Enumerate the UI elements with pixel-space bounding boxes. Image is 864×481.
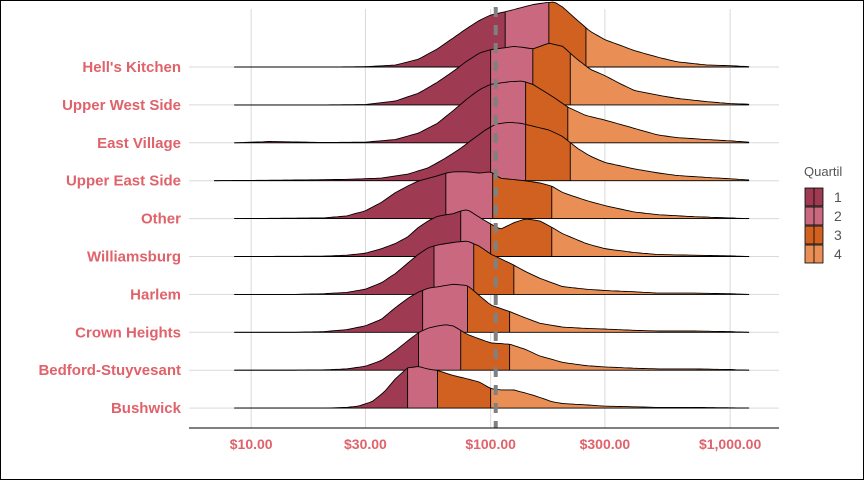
category-label: Upper West Side: [62, 97, 181, 114]
x-tick-label: $10.00: [230, 436, 273, 452]
quartile-4-area: [567, 107, 750, 143]
quartile-1-area: [234, 11, 506, 68]
density-outline: [234, 240, 750, 295]
category-label: Upper East Side: [66, 173, 181, 190]
quartile-2-area: [445, 171, 493, 219]
density-outline: [234, 171, 750, 220]
ridge-bedford-stuyvesant: [234, 324, 750, 371]
quartile-3-area: [525, 124, 571, 181]
quartile-4-area: [585, 27, 750, 67]
quartile-3-area: [467, 285, 510, 333]
quartile-4-area: [513, 265, 750, 295]
quartile-1-area: [234, 246, 434, 295]
quartile-4-area: [490, 388, 750, 409]
quartile-3-area: [532, 43, 571, 105]
quartile-2-area: [434, 241, 474, 295]
category-label: Harlem: [130, 286, 181, 303]
category-label: Bushwick: [111, 400, 182, 417]
category-label: East Village: [97, 135, 181, 152]
quartile-2-area: [418, 324, 461, 371]
category-label: Hell's Kitchen: [82, 59, 181, 76]
quartile-4-area: [551, 186, 750, 219]
y-axis-labels: Hell's Kitchen Upper West Side East Villag…: [38, 59, 181, 417]
ridges: [214, 1, 750, 409]
category-label: Williamsburg: [87, 249, 181, 266]
legend-label-4: 4: [834, 246, 842, 262]
quartile-3-area: [460, 330, 510, 371]
x-tick-label: $1,000.00: [699, 436, 761, 452]
quartile-3-area: [490, 218, 552, 257]
category-label: Crown Heights: [75, 324, 181, 341]
quartile-1-area: [234, 173, 446, 219]
ridge-harlem: [234, 240, 750, 295]
x-axis-ticks: $10.00 $30.00 $100.00 $300.00 $1,000.00: [230, 436, 762, 452]
density-outline: [234, 283, 750, 333]
ridge-bushwick: [234, 366, 750, 409]
legend: Quartil 1 2 3 4: [804, 164, 842, 264]
quartile-1-area: [234, 367, 408, 409]
quartile-1-area: [234, 84, 491, 143]
quartile-3-area: [492, 173, 552, 219]
x-tick-label: $300.00: [580, 436, 631, 452]
x-tick-label: $30.00: [344, 436, 387, 452]
ridge-upper-west-side: [234, 42, 750, 106]
quartile-4-area: [570, 53, 750, 105]
ridge-crown-heights: [234, 283, 750, 333]
quartile-1-area: [234, 49, 491, 105]
quartile-2-area: [490, 122, 526, 181]
legend-title: Quartil: [804, 164, 842, 179]
quartile-3-area: [473, 243, 514, 295]
x-tick-label: $100.00: [465, 436, 516, 452]
ridge-other: [234, 171, 750, 220]
quartile-2-area: [422, 284, 468, 333]
legend-label-1: 1: [834, 189, 842, 205]
quartile-4-area: [509, 311, 750, 333]
quartile-1-area: [234, 211, 461, 257]
quartile-4-area: [570, 142, 750, 181]
legend-label-3: 3: [834, 227, 842, 243]
quartile-1-area: [234, 332, 419, 371]
quartile-4-area: [551, 227, 750, 257]
category-label: Other: [141, 211, 181, 228]
quartile-2-area: [407, 366, 438, 409]
density-outline: [214, 121, 750, 182]
category-label: Bedford-Stuyvesant: [38, 362, 181, 379]
quartile-3-area: [437, 370, 491, 409]
legend-label-2: 2: [834, 208, 842, 224]
quartile-1-area: [234, 290, 423, 333]
